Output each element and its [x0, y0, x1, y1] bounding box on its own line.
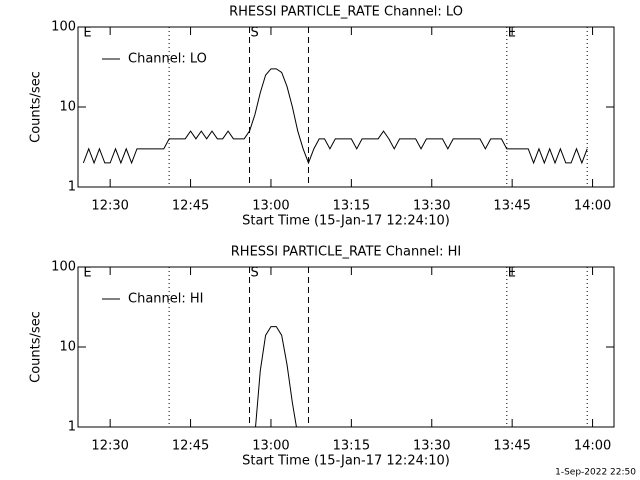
- x-tick-label: 13:30: [413, 199, 450, 214]
- y-tick-label: 100: [51, 260, 76, 275]
- y-tick-label: 1: [68, 420, 76, 435]
- x-tick-label: 12:30: [91, 199, 128, 214]
- y-tick-label: 100: [51, 20, 76, 35]
- y-tick-label: 10: [59, 340, 76, 355]
- data-line: [82, 68, 588, 165]
- annotation: E: [83, 26, 91, 41]
- data-line: [255, 326, 297, 427]
- x-tick-label: 12:45: [172, 439, 209, 454]
- y-tick-label: 1: [68, 180, 76, 195]
- marker-label: E: [508, 266, 516, 281]
- chart-title: RHESSI PARTICLE_RATE Channel: HI: [231, 245, 461, 260]
- marker-label: E: [508, 26, 516, 41]
- y-axis-label: Counts/sec: [29, 311, 44, 383]
- x-tick-label: 14:00: [574, 199, 611, 214]
- chart-title: RHESSI PARTICLE_RATE Channel: LO: [229, 5, 463, 20]
- x-tick-label: 13:00: [252, 199, 289, 214]
- y-tick-label: 10: [59, 100, 76, 115]
- footer: 1-Sep-2022 22:50: [555, 468, 636, 478]
- x-tick-label: 13:15: [333, 439, 370, 454]
- annotation: E: [83, 266, 91, 281]
- x-axis-label: Start Time (15-Jan-17 12:24:10): [242, 214, 450, 229]
- legend-label: Channel: HI: [128, 292, 204, 307]
- x-tick-label: 14:00: [574, 439, 611, 454]
- y-axis-label: Counts/sec: [29, 71, 44, 143]
- x-tick-label: 12:30: [91, 439, 128, 454]
- x-tick-label: 13:15: [333, 199, 370, 214]
- x-tick-label: 13:45: [493, 199, 530, 214]
- legend-label: Channel: LO: [128, 52, 207, 67]
- x-tick-label: 13:30: [413, 439, 450, 454]
- marker-label: S: [251, 26, 259, 41]
- x-tick-label: 13:00: [252, 439, 289, 454]
- marker-label: S: [251, 266, 259, 281]
- x-tick-label: 13:45: [493, 439, 530, 454]
- x-tick-label: 12:45: [172, 199, 209, 214]
- x-axis-label: Start Time (15-Jan-17 12:24:10): [242, 454, 450, 469]
